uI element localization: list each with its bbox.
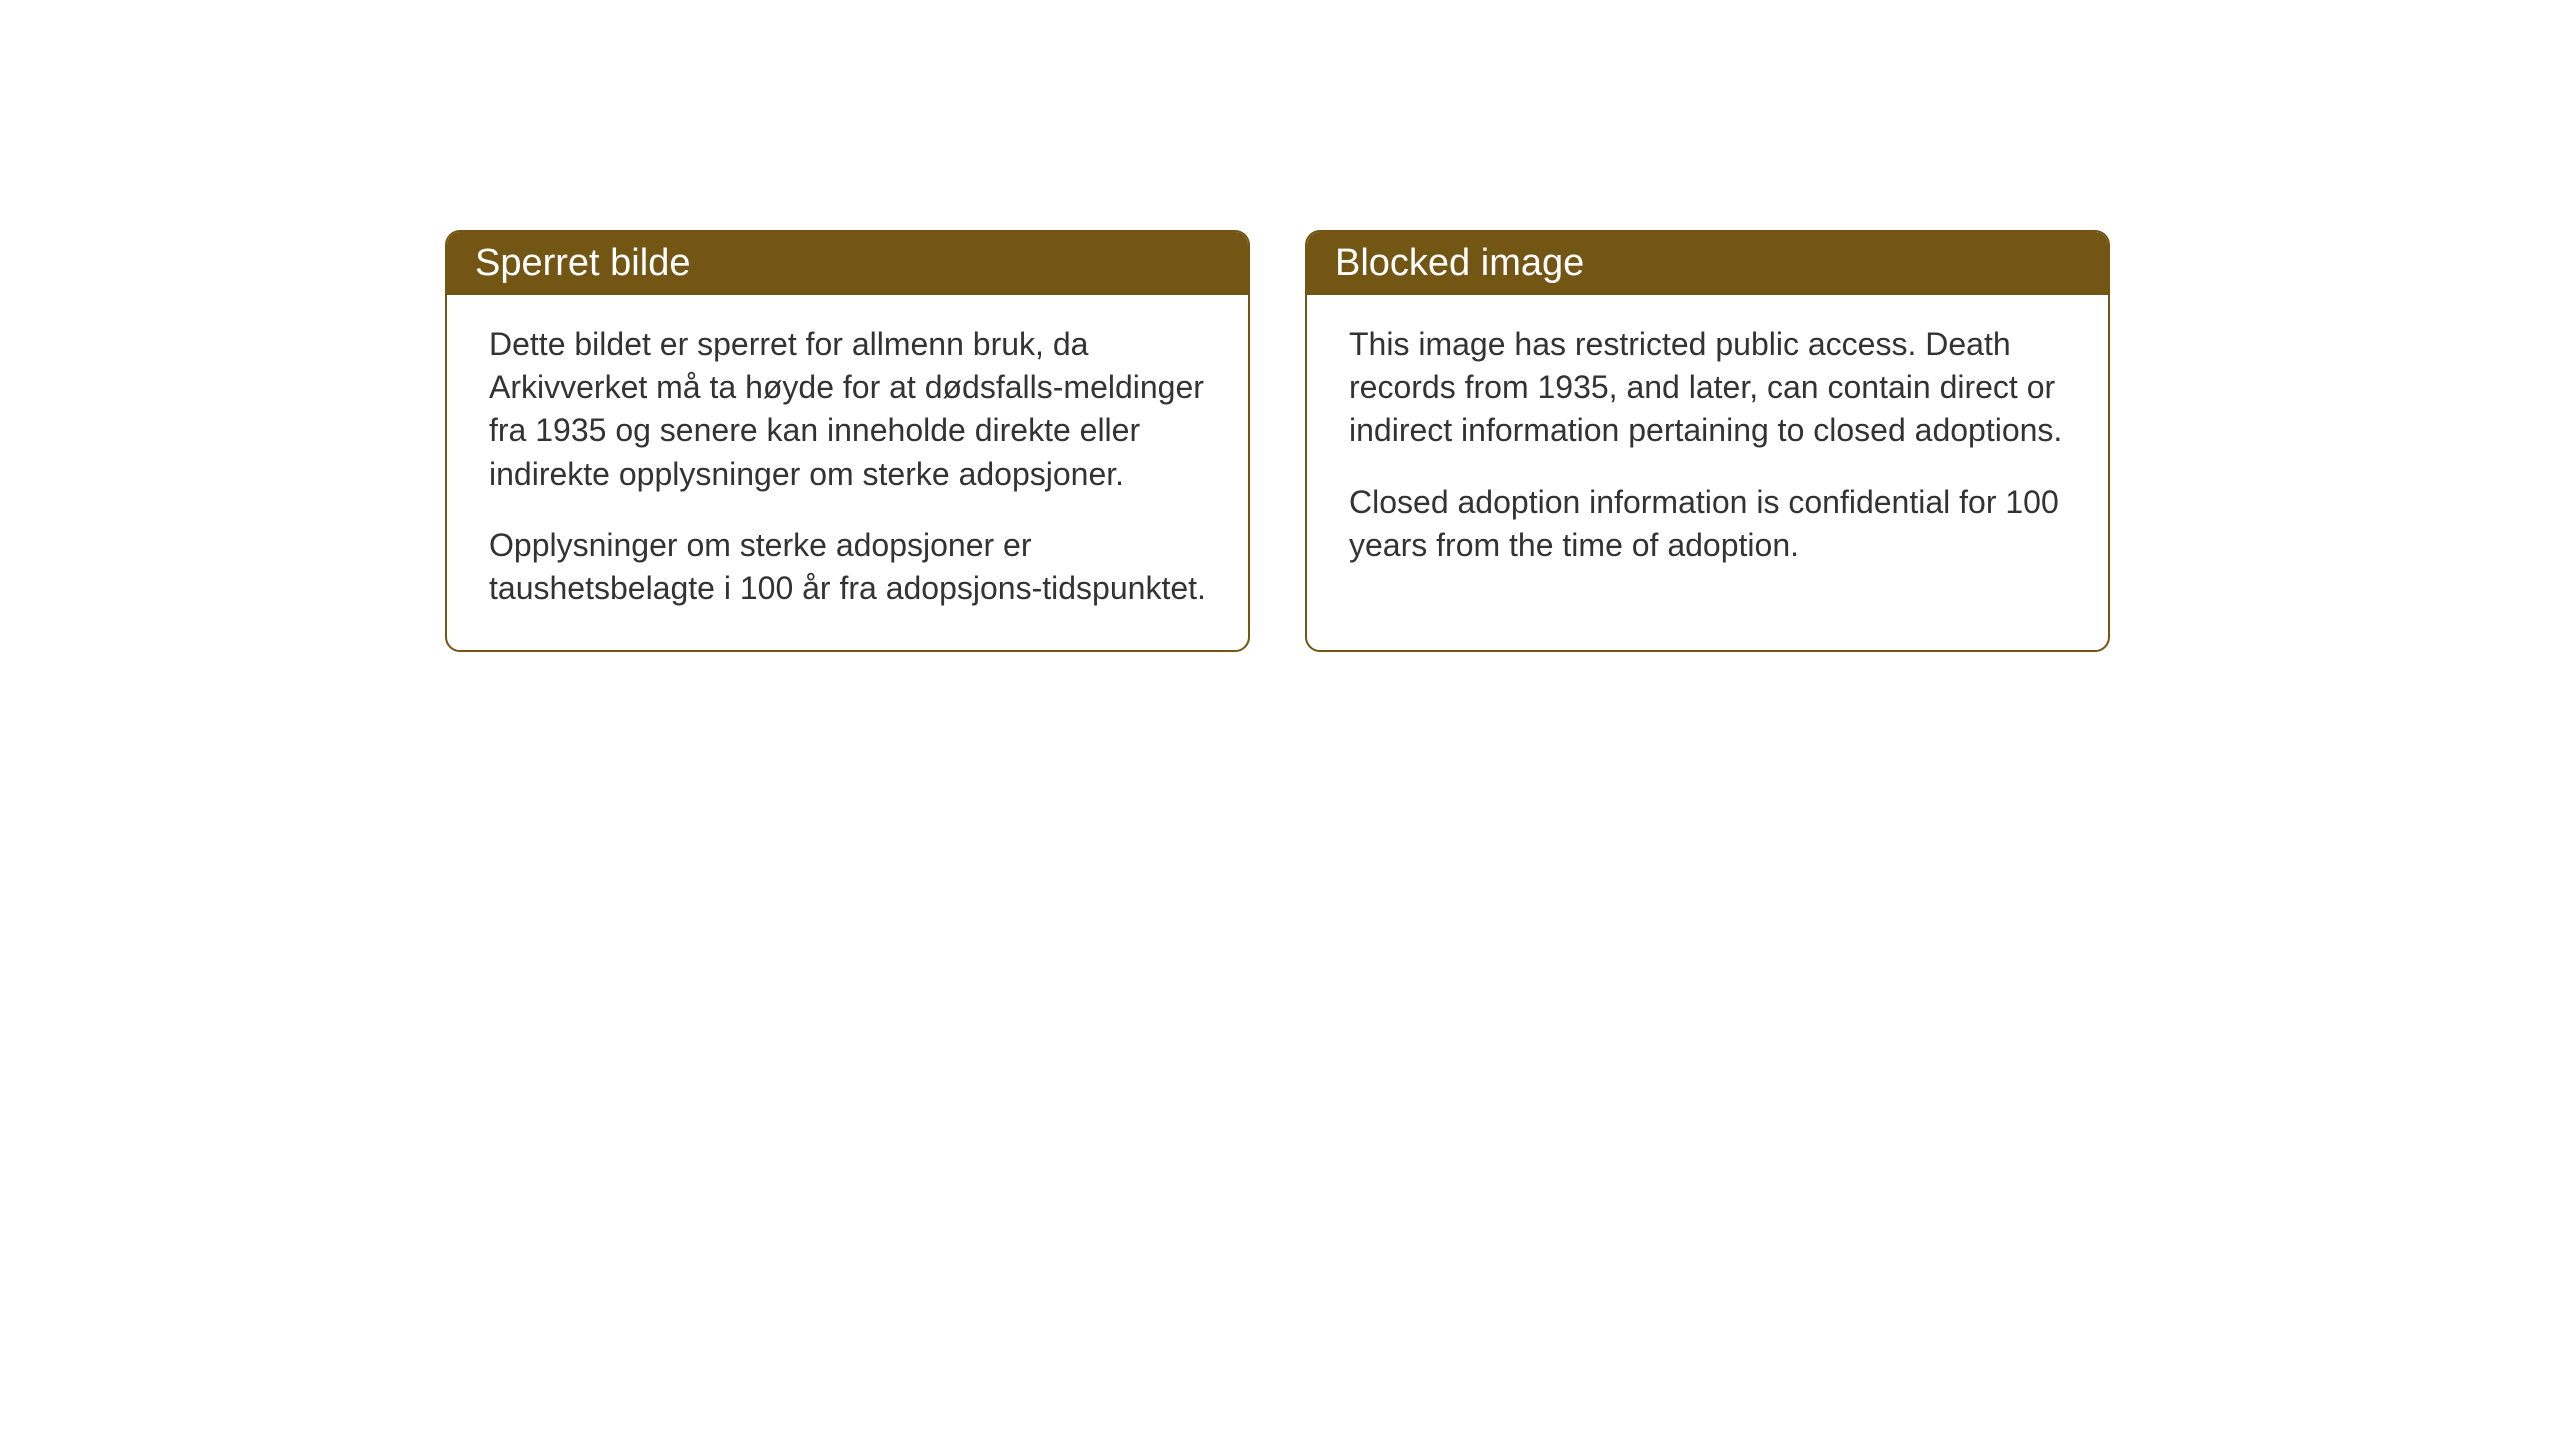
card-body-norwegian: Dette bildet er sperret for allmenn bruk… (447, 295, 1248, 650)
card-norwegian: Sperret bilde Dette bildet er sperret fo… (445, 230, 1250, 652)
card-title-norwegian: Sperret bilde (475, 242, 690, 284)
card-paragraph-english-1: This image has restricted public access.… (1349, 323, 2066, 453)
card-header-norwegian: Sperret bilde (447, 232, 1248, 295)
card-paragraph-norwegian-2: Opplysninger om sterke adopsjoner er tau… (489, 524, 1206, 610)
card-title-english: Blocked image (1335, 242, 1584, 284)
card-body-english: This image has restricted public access.… (1307, 295, 2108, 607)
card-header-english: Blocked image (1307, 232, 2108, 295)
cards-container: Sperret bilde Dette bildet er sperret fo… (445, 230, 2110, 652)
card-english: Blocked image This image has restricted … (1305, 230, 2110, 652)
card-paragraph-english-2: Closed adoption information is confident… (1349, 481, 2066, 567)
card-paragraph-norwegian-1: Dette bildet er sperret for allmenn bruk… (489, 323, 1206, 496)
